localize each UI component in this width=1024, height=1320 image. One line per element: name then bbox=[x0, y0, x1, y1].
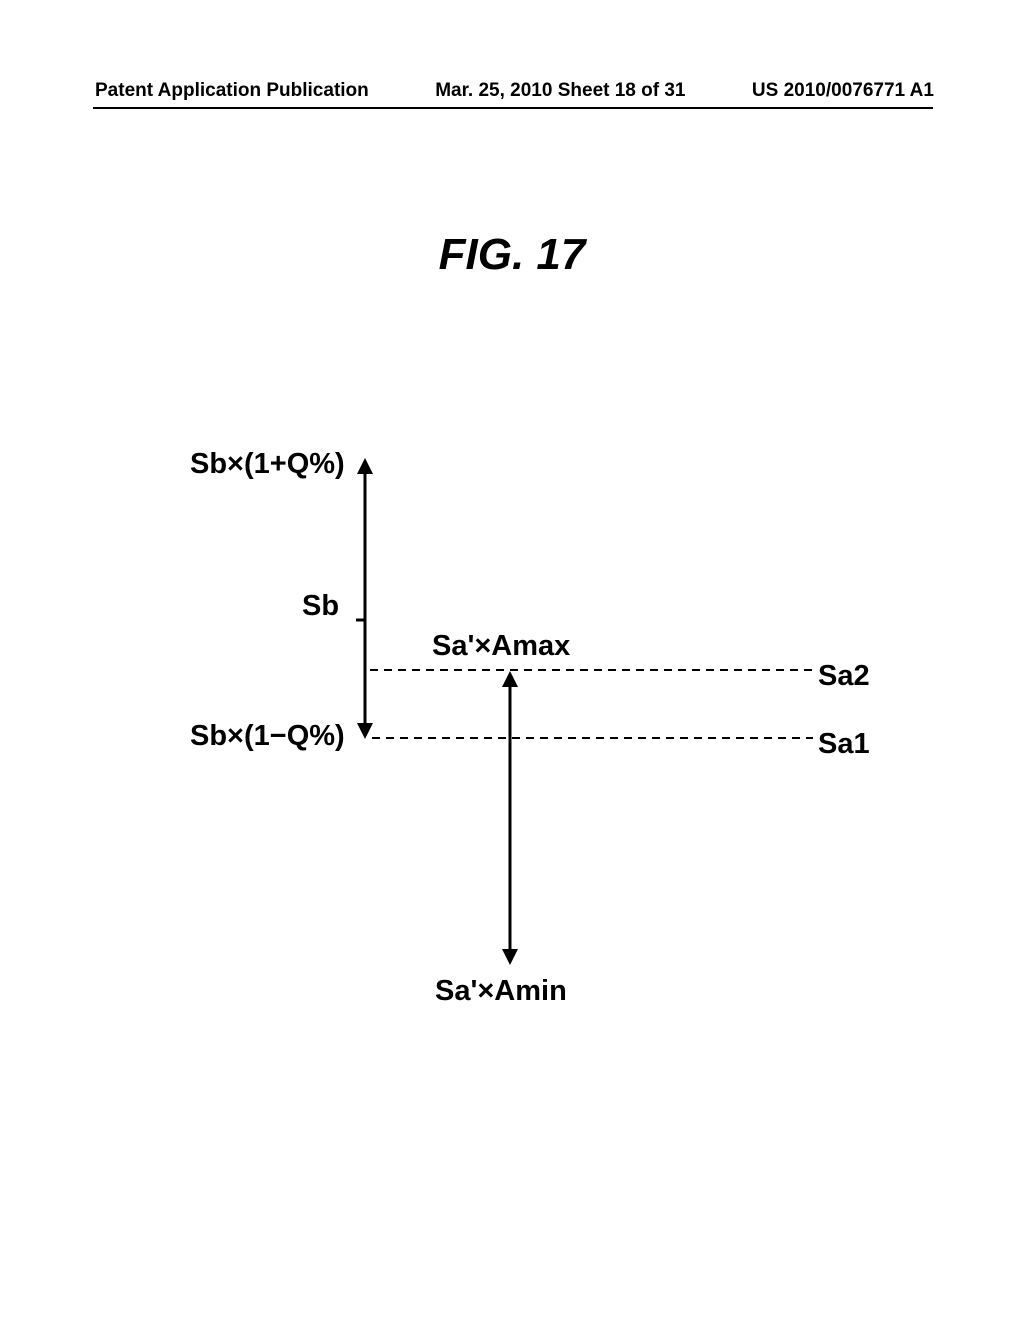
label-right-upper: Sa2 bbox=[818, 660, 870, 693]
label-bottom-center: Sa'×Amin bbox=[435, 975, 567, 1008]
label-right-lower: Sa1 bbox=[818, 728, 870, 761]
label-mid-left: Sb bbox=[302, 590, 339, 623]
page-header: Patent Application Publication Mar. 25, … bbox=[0, 80, 1024, 102]
header-right: US 2010/0076771 A1 bbox=[752, 80, 934, 102]
label-upper-center: Sa'×Amax bbox=[432, 630, 570, 663]
header-divider bbox=[93, 107, 933, 109]
diagram: Sb×(1+Q%) Sb Sb×(1−Q%) Sa'×Amax Sa'×Amin… bbox=[0, 420, 1024, 1120]
label-bottom-left: Sb×(1−Q%) bbox=[190, 720, 345, 753]
label-top-left: Sb×(1+Q%) bbox=[190, 448, 345, 481]
diagram-svg bbox=[0, 420, 1024, 1120]
header-center: Mar. 25, 2010 Sheet 18 of 31 bbox=[435, 80, 685, 102]
header-left: Patent Application Publication bbox=[95, 80, 369, 102]
figure-title: FIG. 17 bbox=[0, 230, 1024, 280]
